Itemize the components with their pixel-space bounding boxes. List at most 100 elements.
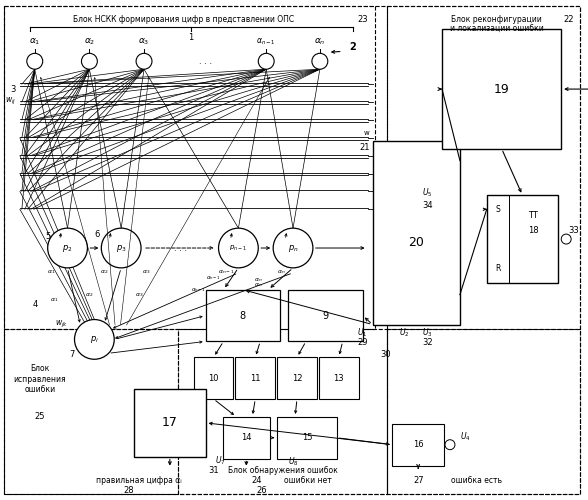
Bar bbox=[387, 6, 580, 330]
Text: $\alpha_1$: $\alpha_1$ bbox=[51, 296, 59, 304]
Circle shape bbox=[82, 54, 98, 69]
Bar bbox=[288, 290, 363, 342]
Text: $\alpha_2$: $\alpha_2$ bbox=[85, 291, 93, 298]
Text: Блок НСКК формирования цифр в представлении ОПС: Блок НСКК формирования цифр в представле… bbox=[73, 14, 295, 24]
Text: ошибки нет: ошибки нет bbox=[284, 476, 332, 485]
Text: $\alpha_3$: $\alpha_3$ bbox=[142, 268, 151, 276]
Bar bbox=[277, 417, 337, 459]
Circle shape bbox=[219, 228, 258, 268]
Text: 13: 13 bbox=[333, 374, 344, 382]
Text: Блок обнаружения ошибок: Блок обнаружения ошибок bbox=[228, 466, 338, 475]
Text: 6: 6 bbox=[95, 230, 100, 238]
Text: 2: 2 bbox=[350, 42, 356, 52]
Text: $\alpha_3$: $\alpha_3$ bbox=[135, 291, 143, 298]
Bar bbox=[4, 6, 376, 330]
Text: $\alpha_2$: $\alpha_2$ bbox=[100, 268, 109, 276]
Text: $p_{n-1}$: $p_{n-1}$ bbox=[229, 244, 248, 252]
Bar bbox=[387, 330, 580, 494]
Text: 23: 23 bbox=[357, 14, 368, 24]
Text: 33: 33 bbox=[569, 226, 580, 234]
Text: 9: 9 bbox=[322, 310, 328, 320]
Text: 3: 3 bbox=[11, 84, 16, 94]
Bar bbox=[193, 358, 233, 399]
Text: 30: 30 bbox=[380, 350, 391, 359]
Bar bbox=[222, 417, 270, 459]
Text: $U_1$: $U_1$ bbox=[357, 326, 368, 338]
Text: $\alpha_1$: $\alpha_1$ bbox=[29, 36, 41, 46]
Text: $\alpha_1$: $\alpha_1$ bbox=[48, 268, 56, 276]
Text: R: R bbox=[495, 264, 500, 274]
Circle shape bbox=[27, 54, 43, 69]
Text: . . .: . . . bbox=[174, 244, 188, 252]
Circle shape bbox=[48, 228, 88, 268]
Text: $p_3$: $p_3$ bbox=[116, 242, 126, 254]
Text: Блок
исправления
ошибки: Блок исправления ошибки bbox=[14, 364, 66, 394]
Text: $\alpha_{n-1}$: $\alpha_{n-1}$ bbox=[218, 268, 235, 276]
Text: $\alpha_n$: $\alpha_n$ bbox=[254, 281, 263, 288]
Text: $U_8$: $U_8$ bbox=[288, 456, 298, 468]
Text: 22: 22 bbox=[564, 14, 574, 24]
Circle shape bbox=[445, 440, 455, 450]
Text: правильная цифра αᵢ: правильная цифра αᵢ bbox=[96, 476, 182, 485]
Text: 26: 26 bbox=[256, 486, 267, 495]
Text: $\alpha_n$: $\alpha_n$ bbox=[314, 36, 326, 46]
Text: 15: 15 bbox=[302, 433, 312, 442]
Bar bbox=[373, 140, 460, 324]
Text: $w_{ij}$: $w_{ij}$ bbox=[5, 96, 16, 106]
Text: $w_{jk}$: $w_{jk}$ bbox=[55, 319, 68, 330]
Bar bbox=[4, 330, 178, 494]
Text: 7: 7 bbox=[69, 350, 74, 359]
Bar bbox=[442, 30, 561, 148]
Text: 19: 19 bbox=[494, 82, 510, 96]
Text: 8: 8 bbox=[240, 310, 246, 320]
Text: 11: 11 bbox=[250, 374, 260, 382]
Text: w: w bbox=[364, 130, 369, 136]
Text: $\alpha_2$: $\alpha_2$ bbox=[83, 36, 95, 46]
Circle shape bbox=[258, 54, 274, 69]
Text: $\alpha_n$: $\alpha_n$ bbox=[277, 268, 285, 276]
Text: 10: 10 bbox=[208, 374, 219, 382]
Text: $\alpha_n$: $\alpha_n$ bbox=[254, 276, 263, 284]
Circle shape bbox=[136, 54, 152, 69]
Text: $U_5$: $U_5$ bbox=[422, 186, 432, 198]
Text: 25: 25 bbox=[35, 412, 45, 422]
Text: 24: 24 bbox=[251, 476, 262, 485]
Bar bbox=[277, 358, 317, 399]
Text: 32: 32 bbox=[422, 338, 432, 347]
Bar bbox=[235, 358, 275, 399]
Text: 17: 17 bbox=[162, 416, 178, 430]
Text: $\alpha_{n-1}$: $\alpha_{n-1}$ bbox=[256, 36, 276, 46]
Circle shape bbox=[273, 228, 313, 268]
Text: Блок реконфигурации
и локализации ошибки: Блок реконфигурации и локализации ошибки bbox=[450, 14, 543, 34]
Text: $p_i$: $p_i$ bbox=[90, 334, 99, 345]
Text: 5: 5 bbox=[45, 232, 51, 240]
Text: 29: 29 bbox=[357, 338, 368, 347]
Text: 34: 34 bbox=[422, 201, 432, 210]
Text: $\alpha_{n-1}$: $\alpha_{n-1}$ bbox=[191, 286, 206, 294]
Text: TT: TT bbox=[529, 210, 539, 220]
Text: S: S bbox=[495, 205, 500, 214]
Bar bbox=[206, 290, 280, 342]
Circle shape bbox=[101, 228, 141, 268]
Text: 27: 27 bbox=[414, 476, 425, 485]
Text: 1: 1 bbox=[188, 34, 193, 42]
Text: $p_2$: $p_2$ bbox=[62, 242, 73, 254]
Text: 31: 31 bbox=[208, 466, 219, 475]
Text: 20: 20 bbox=[408, 236, 424, 249]
Text: . . .: . . . bbox=[199, 57, 212, 66]
Text: 18: 18 bbox=[528, 226, 539, 234]
Bar bbox=[178, 330, 387, 494]
Text: $\alpha_3$: $\alpha_3$ bbox=[138, 36, 150, 46]
Text: 4: 4 bbox=[32, 300, 38, 309]
Text: $U_3$: $U_3$ bbox=[422, 326, 432, 338]
Bar bbox=[319, 358, 359, 399]
Circle shape bbox=[75, 320, 114, 360]
Text: $U_4$: $U_4$ bbox=[460, 430, 470, 443]
Text: $U_7$: $U_7$ bbox=[215, 454, 226, 467]
Text: 28: 28 bbox=[124, 486, 135, 495]
Bar bbox=[487, 196, 558, 283]
Text: 12: 12 bbox=[292, 374, 302, 382]
Text: 14: 14 bbox=[241, 433, 252, 442]
Bar bbox=[392, 424, 444, 466]
Text: 21: 21 bbox=[359, 142, 369, 152]
